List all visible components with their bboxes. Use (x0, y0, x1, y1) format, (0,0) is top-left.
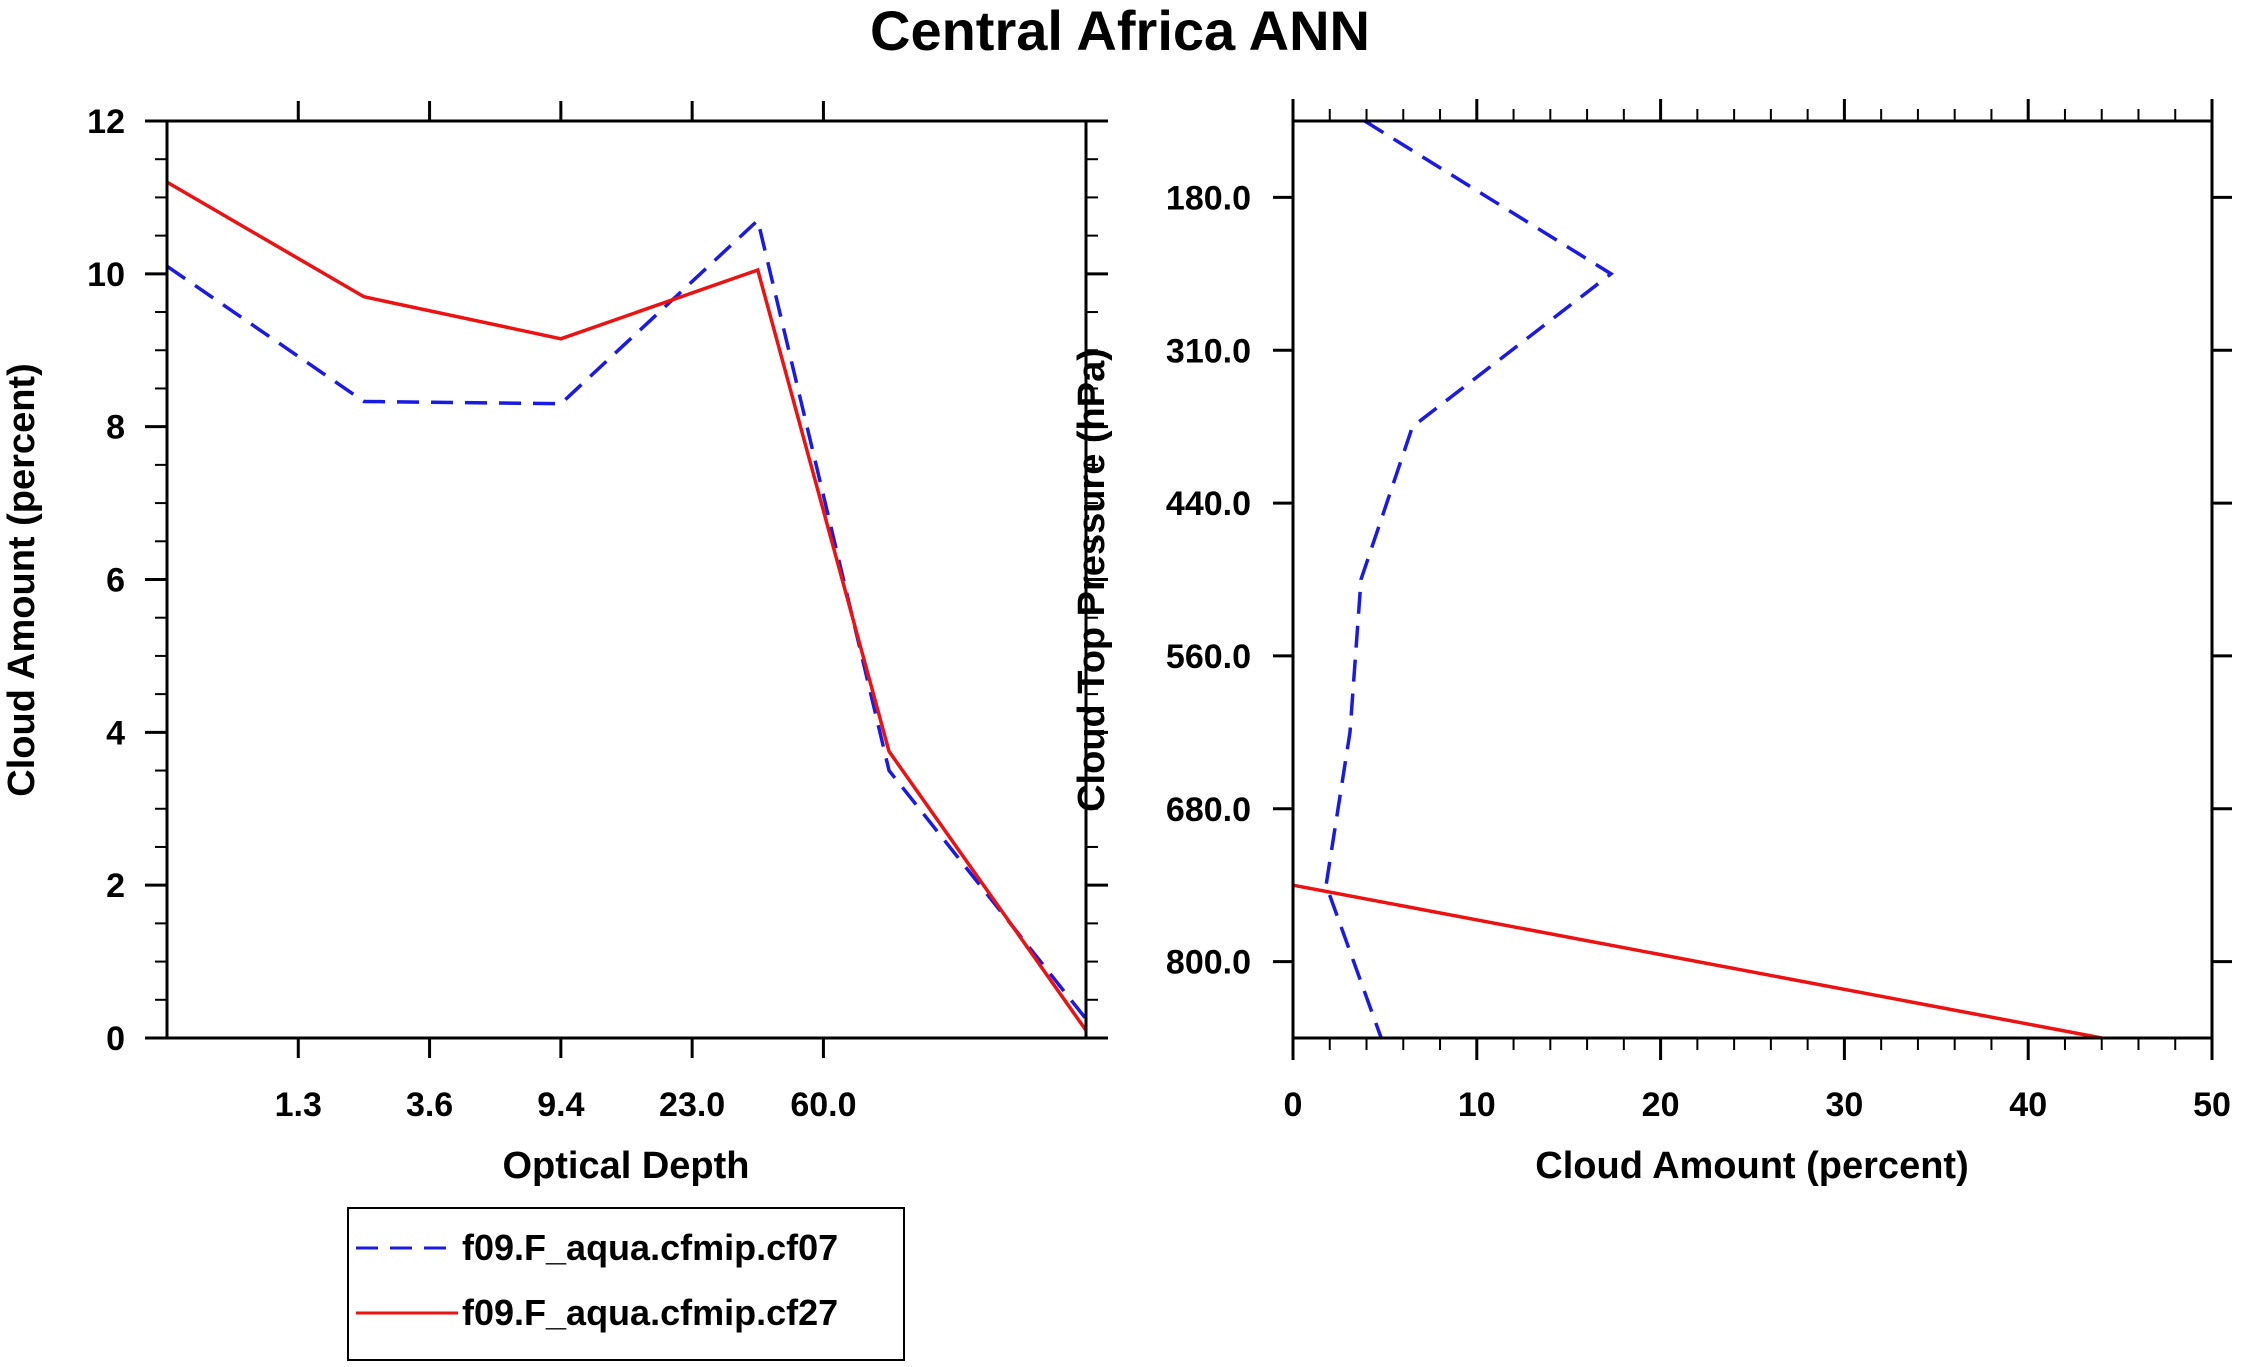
left-x-tick-label: 23.0 (659, 1086, 725, 1124)
right-y-tick-label: 800.0 (1166, 944, 1251, 982)
left-y-tick-label: 0 (106, 1020, 125, 1058)
left-y-axis-label: Cloud Amount (percent) (1, 363, 43, 796)
left-x-tick-label: 3.6 (406, 1086, 453, 1124)
legend-label-cf07: f09.F_aqua.cfmip.cf07 (462, 1227, 838, 1268)
left-series-line-cf07 (166, 217, 1088, 1020)
right-y-tick-label: 440.0 (1166, 485, 1251, 523)
right-x-tick-label: 0 (1284, 1086, 1303, 1124)
right-x-tick-label: 40 (2009, 1086, 2047, 1124)
right-y-tick-label: 310.0 (1166, 332, 1251, 370)
legend: f09.F_aqua.cfmip.cf07 f09.F_aqua.cfmip.c… (347, 1207, 905, 1361)
right-x-axis-label: Cloud Amount (percent) (1535, 1145, 1968, 1187)
left-y-tick-label: 10 (87, 256, 125, 294)
figure-title: Central Africa ANN (870, 0, 1370, 62)
left-y-tick-label: 8 (106, 409, 125, 447)
legend-label-cf27: f09.F_aqua.cfmip.cf27 (462, 1292, 838, 1333)
left-plot-frame (165, 119, 1088, 1040)
left-x-tick-label: 9.4 (537, 1086, 584, 1124)
right-x-tick-label: 10 (1458, 1086, 1496, 1124)
right-x-tick-label: 20 (1642, 1086, 1680, 1124)
left-y-tick-label: 4 (106, 714, 125, 752)
left-y-tick-label: 2 (106, 867, 125, 905)
right-plot-frame (1291, 119, 2214, 1040)
left-chart-panel: 0 2 4 6 8 10 12 1.3 3.6 9.4 23.0 60.0 Optical Depth… (1, 101, 1108, 1187)
right-y-axis-label: Cloud Top Pressure (hPa) (1071, 348, 1113, 812)
right-series (1292, 119, 2103, 1040)
left-x-axis-label: Optical Depth (502, 1145, 749, 1187)
left-x-tick-label: 60.0 (790, 1086, 856, 1124)
left-y-tick-label: 12 (87, 103, 125, 141)
right-x-tick-label: 30 (1825, 1086, 1863, 1124)
left-y-tick-label: 6 (106, 562, 125, 600)
right-chart-panel: 0 10 20 30 40 50 180.0 310.0 440.0 560.0 680.0 800.… (1071, 99, 2232, 1187)
left-series-line-cf27 (166, 180, 1088, 1032)
left-ticks: 0 2 4 6 8 10 12 1.3 3.6 9.4 23.0 60.0 (87, 101, 1108, 1124)
right-y-tick-label: 680.0 (1166, 791, 1251, 829)
right-series-line-cf27 (1292, 883, 2103, 1040)
right-ticks: 0 10 20 30 40 50 180.0 310.0 440.0 560.0 680.0 800.… (1166, 99, 2232, 1124)
right-y-tick-label: 180.0 (1166, 179, 1251, 217)
right-x-tick-label: 50 (2193, 1086, 2231, 1124)
right-series-line-cf07 (1324, 119, 1615, 1039)
left-series (166, 180, 1088, 1032)
legend-box (347, 1207, 905, 1361)
left-x-tick-label: 1.3 (275, 1086, 322, 1124)
right-y-tick-label: 560.0 (1166, 638, 1251, 676)
